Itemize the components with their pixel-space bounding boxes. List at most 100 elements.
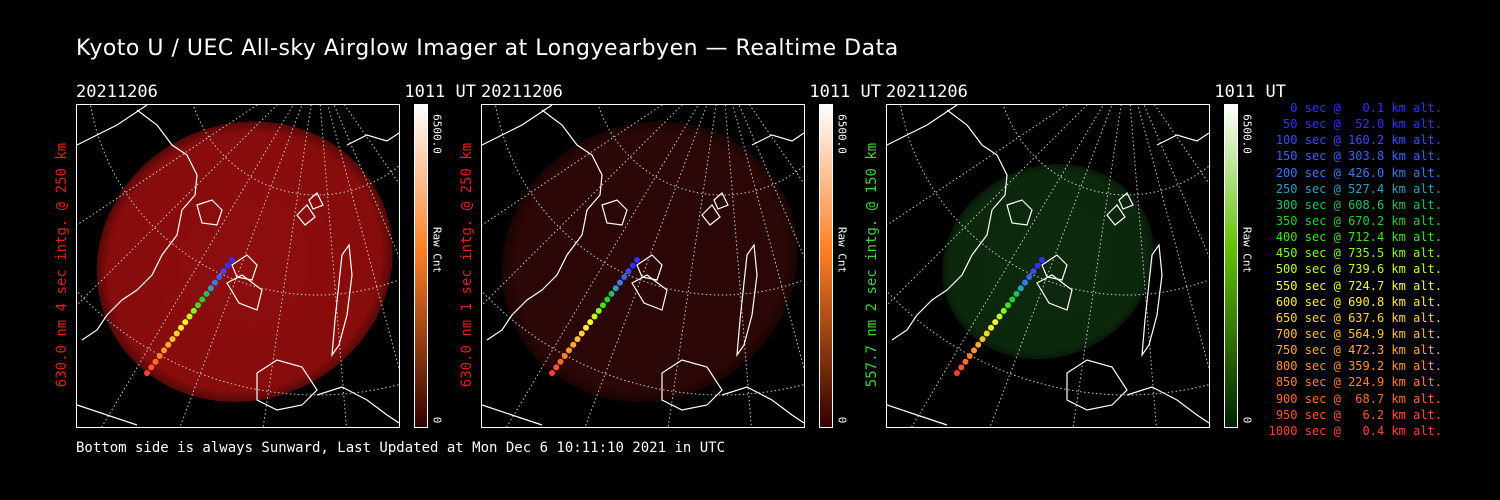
colorbar-unit: Raw Cnt	[426, 220, 448, 280]
trajectory-point	[992, 319, 999, 326]
imager-panel-3: 20211206 1011 UT 557.7 nm 2 sec intg. @ …	[864, 80, 1286, 430]
footer-status: Bottom side is always Sunward, Last Upda…	[76, 440, 726, 456]
legend-entry: 700 sec @ 564.9 km alt.	[1275, 326, 1442, 341]
trajectory-point	[148, 364, 155, 371]
imager-panel-1: 20211206 1011 UT 630.0 nm 4 sec intg. @ …	[54, 80, 476, 430]
legend-entry: 450 sec @ 735.5 km alt.	[1275, 246, 1442, 261]
trajectory-point	[625, 268, 632, 275]
trajectory-point	[224, 262, 231, 269]
legend-entry: 900 sec @ 68.7 km alt.	[1275, 391, 1442, 406]
imager-panel-2: 20211206 1011 UT 630.0 nm 1 sec intg. @ …	[459, 80, 881, 430]
latlon-grid	[77, 105, 399, 427]
colorbar-unit-text: Raw Cnt	[835, 226, 849, 274]
trajectory-points	[954, 257, 1045, 376]
colorbar-min-text: 0	[430, 416, 444, 424]
legend-entry: 600 sec @ 690.8 km alt.	[1275, 294, 1442, 309]
trajectory-point	[1022, 279, 1028, 286]
trajectory-points	[144, 257, 235, 376]
trajectory-point	[1030, 268, 1037, 275]
legend-entry: 50 sec @ 52.0 km alt.	[1283, 117, 1442, 132]
legend-entry: 250 sec @ 527.4 km alt.	[1275, 181, 1442, 196]
colorbar-unit: Raw Cnt	[831, 220, 853, 280]
legend-entry: 150 sec @ 303.8 km alt.	[1275, 149, 1442, 164]
panel-channel-label: 630.0 nm 1 sec intg. @ 250 km	[457, 104, 477, 426]
trajectory-point	[212, 279, 218, 286]
allsky-map-svg	[887, 105, 1209, 427]
colorbar	[819, 104, 833, 428]
trajectory-points	[549, 257, 640, 376]
legend-entry: 300 sec @ 608.6 km alt.	[1275, 197, 1442, 212]
legend-entry: 750 sec @ 472.3 km alt.	[1275, 343, 1442, 358]
panel-channel-text: 630.0 nm 4 sec intg. @ 250 km	[54, 142, 70, 388]
trajectory-point	[161, 347, 167, 354]
colorbar-max: 6500.0	[426, 104, 448, 164]
colorbar-min: 0	[426, 410, 448, 430]
trajectory-point	[595, 307, 602, 314]
allsky-image	[886, 104, 1210, 428]
allsky-image	[76, 104, 400, 428]
trajectory-point	[634, 257, 640, 263]
trajectory-point	[165, 341, 172, 348]
trajectory-point	[566, 347, 572, 354]
legend-entry: 200 sec @ 426.0 km alt.	[1275, 165, 1442, 180]
trajectory-point	[1026, 273, 1033, 280]
latlon-grid	[887, 105, 1209, 427]
colorbar	[1224, 104, 1238, 428]
trajectory-point	[621, 273, 628, 280]
trajectory-point	[557, 358, 564, 365]
latlon-grid	[482, 105, 804, 427]
trajectory-point	[587, 319, 594, 326]
trajectory-point	[574, 336, 581, 343]
trajectory-point	[962, 358, 969, 365]
trajectory-point	[983, 330, 990, 337]
panel-time: 1011 UT	[404, 82, 476, 102]
trajectory-point	[182, 319, 189, 326]
trajectory-point	[173, 330, 180, 337]
colorbar-max-text: 6500.0	[835, 114, 849, 154]
trajectory-point	[549, 370, 555, 376]
legend-entry: 650 sec @ 637.6 km alt.	[1275, 310, 1442, 325]
trajectory-point	[988, 324, 994, 331]
colorbar-min-text: 0	[835, 416, 849, 424]
trajectory-point	[1034, 262, 1041, 269]
legend-entry: 100 sec @ 160.2 km alt.	[1275, 133, 1442, 148]
allsky-map-svg	[482, 105, 804, 427]
coastlines	[77, 105, 399, 426]
trajectory-point	[966, 353, 973, 360]
trajectory-point	[1005, 302, 1011, 309]
trajectory-point	[1009, 296, 1016, 303]
trajectory-point	[578, 330, 585, 337]
trajectory-point	[216, 273, 223, 280]
legend-entry: 0 sec @ 0.1 km alt.	[1290, 101, 1442, 115]
trajectory-point	[617, 279, 623, 286]
trajectory-point	[169, 336, 176, 343]
trajectory-point	[203, 290, 210, 297]
legend-entry: 950 sec @ 6.2 km alt.	[1275, 407, 1442, 422]
panel-channel-label: 630.0 nm 4 sec intg. @ 250 km	[52, 104, 72, 426]
trajectory-point	[612, 285, 619, 292]
trajectory-point	[178, 324, 184, 331]
trajectory-point	[975, 341, 982, 348]
trajectory-point	[144, 370, 150, 376]
trajectory-legend: 0 sec @ 0.1 km alt. 50 sec @ 52.0 km alt.…	[1252, 100, 1442, 439]
trajectory-point	[220, 268, 227, 275]
trajectory-point	[199, 296, 206, 303]
trajectory-point	[152, 358, 159, 365]
trajectory-point	[229, 257, 235, 263]
panel-date: 20211206	[886, 82, 968, 102]
legend-entry: 1000 sec @ 0.4 km alt.	[1268, 423, 1442, 438]
trajectory-point	[1017, 285, 1024, 292]
colorbar-max: 6500.0	[831, 104, 853, 164]
panel-channel-text: 630.0 nm 1 sec intg. @ 250 km	[459, 142, 475, 388]
coastlines	[887, 105, 1209, 426]
trajectory-point	[979, 336, 986, 343]
trajectory-point	[1039, 257, 1045, 263]
legend-entry: 550 sec @ 724.7 km alt.	[1275, 278, 1442, 293]
colorbar-min: 0	[831, 410, 853, 430]
trajectory-point	[954, 370, 960, 376]
panel-channel-text: 557.7 nm 2 sec intg. @ 150 km	[864, 142, 880, 388]
trajectory-point	[591, 313, 598, 320]
trajectory-point	[186, 313, 193, 320]
trajectory-point	[553, 364, 560, 371]
colorbar-unit-text: Raw Cnt	[430, 226, 444, 274]
